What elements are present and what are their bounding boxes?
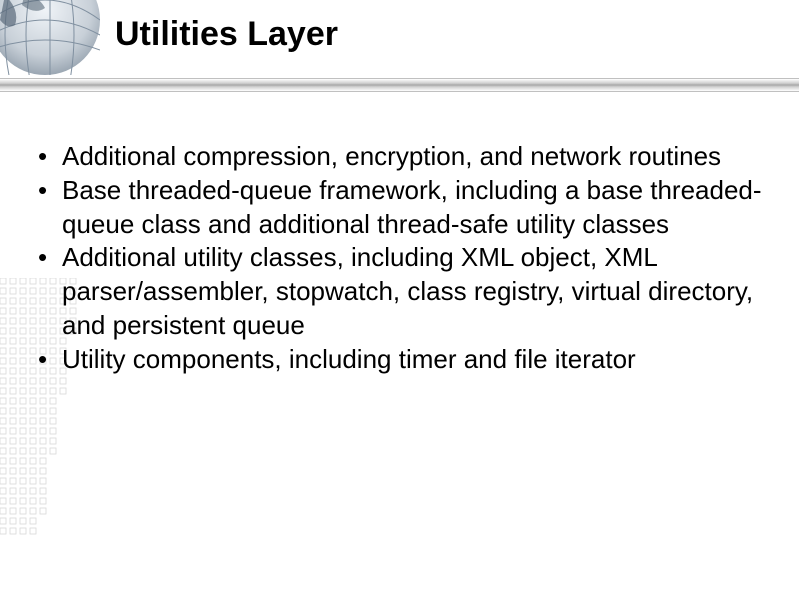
bullet-item: Utility components, including timer and …	[30, 343, 769, 377]
bullet-list: Additional compression, encryption, and …	[30, 140, 769, 377]
bullet-item: Base threaded-queue framework, including…	[30, 174, 769, 242]
header: Utilities Layer	[0, 0, 799, 95]
globe-icon	[0, 0, 100, 75]
header-divider	[0, 78, 799, 92]
bullet-item: Additional compression, encryption, and …	[30, 140, 769, 174]
slide-content: Additional compression, encryption, and …	[0, 95, 799, 377]
slide-title: Utilities Layer	[115, 15, 338, 54]
bullet-item: Additional utility classes, including XM…	[30, 241, 769, 342]
